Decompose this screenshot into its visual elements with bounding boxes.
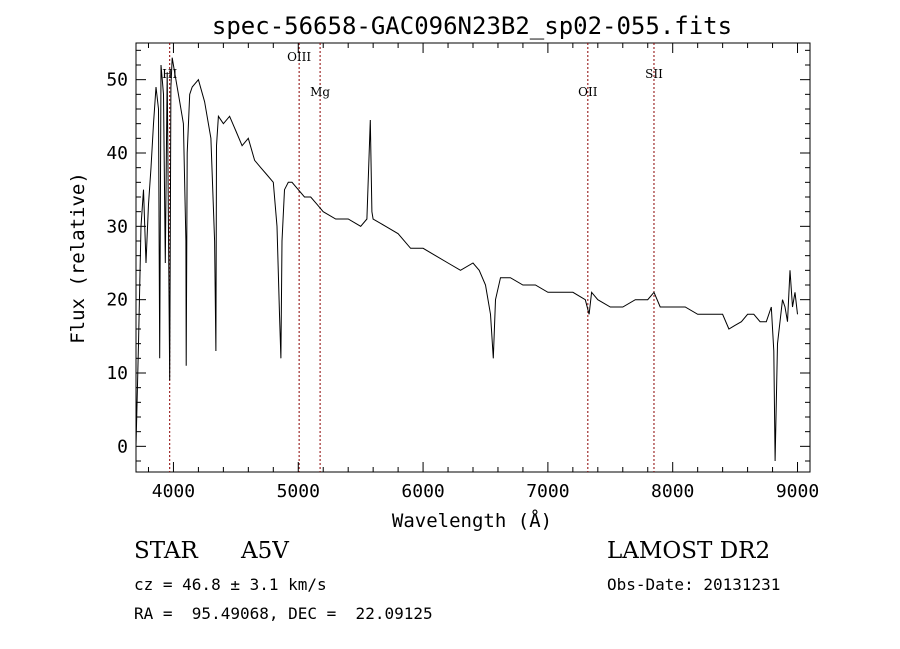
y-tick-label: 20 [106, 290, 128, 311]
x-tick-label: 5000 [277, 481, 320, 502]
y-tick-label: 40 [106, 143, 128, 164]
y-tick-label: 10 [106, 363, 128, 384]
x-tick-label: 7000 [526, 481, 569, 502]
obs-date: Obs-Date: 20131231 [607, 575, 781, 594]
marker-label-sii: SII [645, 67, 663, 81]
spectrum-line [135, 57, 798, 462]
marker-label-oii: OII [578, 85, 598, 99]
y-axis-label: Flux (relative) [67, 172, 89, 344]
x-axis-label: Wavelength (Å) [392, 509, 552, 532]
x-tick-label: 4000 [152, 481, 195, 502]
plot-frame [135, 42, 811, 473]
chart-title: spec-56658-GAC096N23B2_sp02-055.fits [212, 12, 732, 40]
x-tick-label: 9000 [776, 481, 819, 502]
object-subclass: A5V [241, 538, 289, 564]
y-tick-label: 50 [106, 70, 128, 91]
marker-label-oiii: OIII [287, 50, 311, 64]
line-markers: HI OIII Mg OII SII [162, 43, 663, 472]
x-tick-label: 8000 [651, 481, 694, 502]
object-type: STAR [134, 538, 198, 564]
y-tick-label: 30 [106, 216, 128, 237]
axis-ticks: 4000 5000 6000 7000 8000 9000 0 10 20 30 40 50 [106, 43, 819, 502]
x-tick-label: 6000 [401, 481, 444, 502]
marker-label-mg: Mg [310, 85, 330, 99]
marker-label-hi: HI [162, 67, 177, 81]
redshift-text: cz = 46.8 ± 3.1 km/s [134, 575, 327, 594]
coordinates: RA = 95.49068, DEC = 22.09125 [134, 604, 433, 623]
y-tick-label: 0 [117, 436, 128, 457]
survey-label: LAMOST DR2 [607, 538, 771, 564]
